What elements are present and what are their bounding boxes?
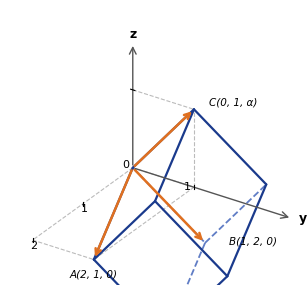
Text: 1: 1 <box>81 205 87 214</box>
Text: 2: 2 <box>30 241 38 251</box>
Text: 0: 0 <box>122 160 129 170</box>
Text: B(1, 2, 0): B(1, 2, 0) <box>229 237 277 246</box>
Text: C(0, 1, α): C(0, 1, α) <box>209 97 257 107</box>
Text: z: z <box>129 28 136 41</box>
Text: A(2, 1, 0): A(2, 1, 0) <box>70 270 118 280</box>
Text: y: y <box>299 212 307 225</box>
Text: 1: 1 <box>184 182 191 192</box>
